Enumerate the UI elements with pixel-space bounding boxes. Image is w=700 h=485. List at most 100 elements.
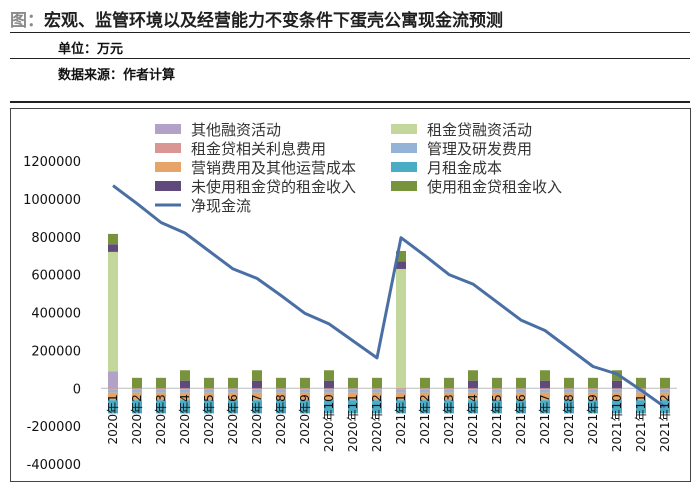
x-tick-label: 2020年9 xyxy=(298,394,312,444)
bar-segment xyxy=(468,400,478,414)
bar-segment xyxy=(204,389,214,393)
bar-segment xyxy=(564,392,574,401)
bar-segment xyxy=(228,377,238,389)
bar-segment xyxy=(396,400,406,414)
y-tick-label: 1000000 xyxy=(23,193,81,208)
bar-segment xyxy=(372,389,382,393)
bar-segment xyxy=(516,392,526,401)
bar-segment xyxy=(588,400,598,414)
y-tick-label: 0 xyxy=(73,382,81,397)
bar-segment xyxy=(420,400,430,414)
bar-segment xyxy=(540,370,550,381)
bar-segment xyxy=(180,380,190,389)
bar-segment xyxy=(636,400,646,414)
bar-segment xyxy=(324,370,334,381)
bar-segment xyxy=(276,392,286,401)
y-tick-label: 800000 xyxy=(31,231,81,246)
bar-segment xyxy=(108,251,118,372)
bar-segment xyxy=(612,400,622,414)
bar-segment xyxy=(660,377,670,389)
bar-segment xyxy=(348,388,358,390)
x-tick-label: 2020年2 xyxy=(130,394,144,444)
x-tick-label: 2021年9 xyxy=(586,394,600,444)
bar-segment xyxy=(180,400,190,414)
x-tick-label: 2020年6 xyxy=(226,394,240,444)
legend-swatch xyxy=(155,181,181,191)
bar-segment xyxy=(108,244,118,252)
bar-segment xyxy=(540,400,550,414)
x-tick-label: 2020年4 xyxy=(178,394,192,444)
bar-segment xyxy=(636,377,646,389)
cash-flow-chart: -400000 -200000 0 200000 400000 600000 800000 1… xyxy=(23,121,677,473)
bar-segment xyxy=(276,400,286,414)
bar-segment xyxy=(324,400,334,414)
bar-segment xyxy=(108,389,118,393)
bar-segment xyxy=(444,377,454,389)
bar-segment xyxy=(516,389,526,393)
bar-segment xyxy=(204,388,214,390)
x-tick-label: 2020年12 xyxy=(370,394,384,452)
bar-segment xyxy=(300,389,310,393)
bar-segment xyxy=(540,380,550,389)
bar-segment xyxy=(108,400,118,414)
bar-segment xyxy=(588,389,598,393)
bar-segment xyxy=(588,392,598,401)
bar-segment xyxy=(660,388,670,390)
y-tick-label: 200000 xyxy=(31,344,81,359)
x-tick-label: 2021年6 xyxy=(514,394,528,444)
x-tick-label: 2021年8 xyxy=(562,394,576,444)
bar-segment xyxy=(228,388,238,390)
bar-segment xyxy=(444,400,454,414)
bar-segment xyxy=(252,370,262,381)
bar-segment xyxy=(132,377,142,389)
bar-segment xyxy=(276,388,286,390)
legend-swatch xyxy=(391,124,417,134)
bar-segment xyxy=(276,377,286,389)
x-tick-label: 2020年5 xyxy=(202,394,216,444)
x-tick-label: 2021年2 xyxy=(418,394,432,444)
x-tick-label: 2021年4 xyxy=(466,394,480,444)
x-tick-label: 2020年7 xyxy=(250,394,264,444)
bar-segment xyxy=(324,388,334,390)
x-tick-label: 2021年11 xyxy=(634,394,648,452)
bar-segment xyxy=(204,400,214,414)
bar-segment xyxy=(612,389,622,393)
bar-segment xyxy=(252,400,262,414)
bar-segment xyxy=(396,261,406,269)
bar-segment xyxy=(156,400,166,414)
x-tick-label: 2021年5 xyxy=(490,394,504,444)
bar-segment xyxy=(372,388,382,390)
unit-label: 单位：万元 xyxy=(58,42,124,57)
bar-segment xyxy=(252,389,262,393)
legend-label: 月租金成本 xyxy=(427,159,502,177)
bar-segment xyxy=(348,389,358,393)
figure-label: 图： xyxy=(10,11,44,31)
bar-segment xyxy=(540,389,550,393)
bar-segment xyxy=(324,389,334,393)
bar-segment xyxy=(468,380,478,389)
legend-label: 其他融资活动 xyxy=(191,121,281,139)
bar-segment xyxy=(468,388,478,390)
bar-segment xyxy=(396,389,406,393)
bar-segment xyxy=(180,388,190,390)
bar-segment xyxy=(252,388,262,390)
legend-swatch xyxy=(155,143,181,153)
figure-title: 图：宏观、监管环境以及经营能力不变条件下蛋壳公寓现金流预测 xyxy=(10,6,503,31)
bar-segment xyxy=(564,377,574,389)
bar-segment xyxy=(348,400,358,414)
bar-segment xyxy=(612,392,622,401)
legend-swatch xyxy=(391,162,417,172)
bar-segment xyxy=(588,388,598,390)
bar-segment xyxy=(492,392,502,401)
bar-segment xyxy=(564,388,574,390)
legend-label: 净现金流 xyxy=(191,197,251,215)
legend-swatch xyxy=(155,124,181,134)
bar-segment xyxy=(204,377,214,389)
legend-swatch xyxy=(391,181,417,191)
y-tick-label: 400000 xyxy=(31,307,81,322)
legend-label: 未使用租金贷的租金收入 xyxy=(191,178,356,196)
bar-segment xyxy=(468,370,478,381)
y-tick-label: -400000 xyxy=(27,458,81,473)
bar-segment xyxy=(132,400,142,414)
bar-segment xyxy=(252,380,262,389)
